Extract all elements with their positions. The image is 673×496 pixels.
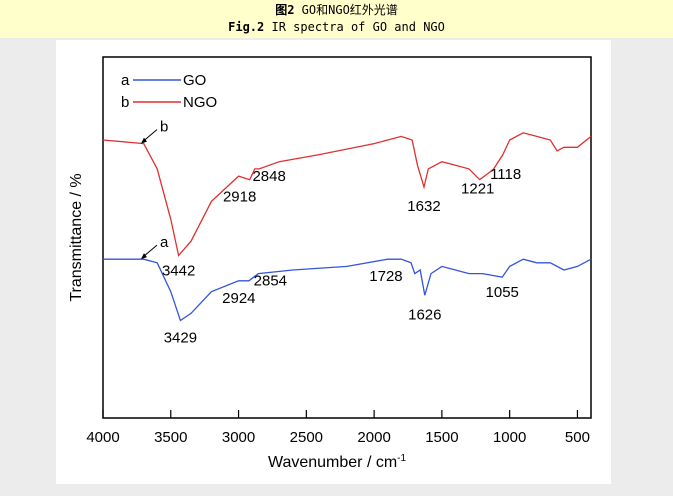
marker-arrowhead [140,137,147,144]
peak-label: 1118 [490,166,521,183]
peak-label: 1728 [369,268,402,285]
x-tick-label: 500 [565,429,590,446]
ir-spectra-chart: 4000 3500 3000 2500 2000 1500 1000 500 Wavenumbe… [68,56,592,471]
marker-arrowhead [140,253,147,260]
x-tick-label: 2000 [357,429,390,446]
curve-marker-label: b [160,119,168,136]
plot-frame [102,56,592,419]
peak-label: 2848 [252,168,285,185]
peak-label: 1626 [408,306,441,323]
figure-panel: 4000 3500 3000 2500 2000 1500 1000 500 Wavenumbe… [56,40,611,484]
x-tick-label: 1500 [425,429,458,446]
peak-label: 1632 [407,198,440,215]
peak-label: 2924 [222,290,255,307]
peak-label: 2854 [254,273,287,290]
x-tick-label: 1000 [493,429,526,446]
caption-en-prefix: Fig.2 [228,20,265,34]
legend-label: GO [183,72,206,89]
caption-en-text: IR spectra of GO and NGO [271,20,445,34]
figure-caption: 图2 GO和NGO红外光谱 Fig.2 IR spectra of GO and… [0,0,673,38]
peak-label: 3442 [162,263,195,280]
legend-key: b [121,94,129,111]
peak-label: 2918 [223,189,256,206]
curve-marker-label: a [160,234,169,251]
x-axis-label: Wavenumber / cm-1 [268,453,407,471]
peak-label: 1055 [486,284,519,301]
x-tick-label: 3000 [222,429,255,446]
peak-label: 1221 [461,181,494,198]
series-line-go [103,258,592,322]
legend-label: NGO [183,94,217,111]
caption-cn-prefix: 图2 [275,3,295,17]
marker-arrow [143,129,158,142]
peak-label: 3429 [164,330,197,347]
y-axis-label: Transmittance / % [68,173,85,301]
legend-key: a [121,72,130,89]
series-line-ngo [102,132,592,257]
x-tick-label: 3500 [154,429,187,446]
x-tick-label: 2500 [290,429,323,446]
x-tick-label: 4000 [86,429,119,446]
caption-cn-text: GO和NGO红外光谱 [301,3,398,17]
marker-arrow [143,244,158,257]
